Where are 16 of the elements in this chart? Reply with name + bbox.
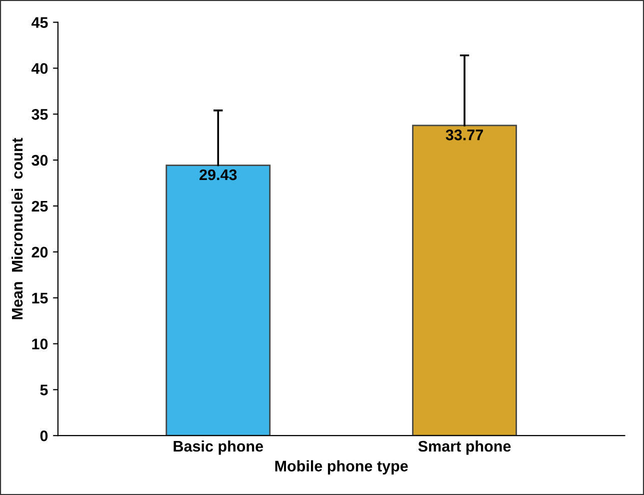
y-tick-label: 25	[32, 200, 48, 212]
y-axis-title: Mean Micronuclei count	[11, 138, 23, 320]
y-tick-label: 0	[40, 430, 48, 442]
data-label: 33.77	[446, 130, 483, 140]
x-tick-label: Smart phone	[418, 440, 511, 455]
data-label: 29.43	[200, 169, 237, 180]
y-tick-label: 5	[40, 384, 48, 396]
y-tick-label: 40	[31, 63, 48, 74]
y-tick-label: 30	[32, 154, 48, 166]
y-tick-label: 15	[32, 292, 48, 304]
y-tick-label: 20	[32, 246, 48, 258]
y-tick-label: 35	[32, 108, 48, 120]
y-tick-label: 10	[32, 338, 48, 350]
x-tick-label: Basic phone	[174, 440, 264, 455]
y-tick-label: 45	[31, 17, 48, 28]
x-axis-title: Mobile phone type	[275, 460, 408, 474]
